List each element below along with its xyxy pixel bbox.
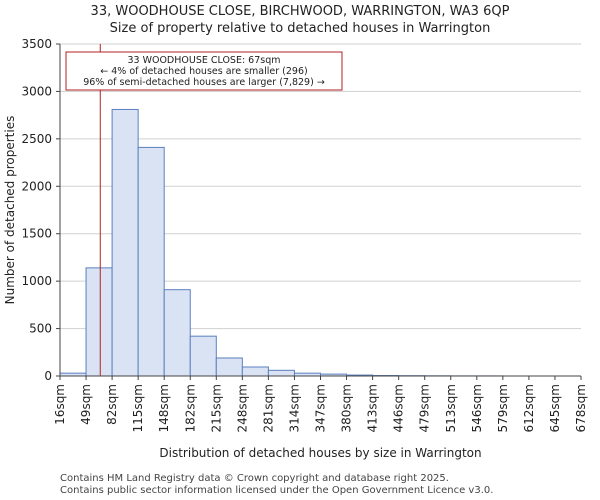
chart-title: 33, WOODHOUSE CLOSE, BIRCHWOOD, WARRINGT… bbox=[90, 4, 510, 19]
x-tick-label: 546sqm bbox=[470, 384, 484, 432]
x-tick-label: 314sqm bbox=[287, 384, 301, 432]
y-tick-label: 0 bbox=[44, 369, 52, 383]
histogram-bar bbox=[137, 146, 165, 377]
y-tick-label: 2000 bbox=[21, 179, 52, 193]
histogram-bar bbox=[215, 357, 243, 377]
x-axis-label: Distribution of detached houses by size … bbox=[159, 446, 481, 460]
x-tick-label: 347sqm bbox=[314, 384, 328, 432]
x-tick-label: 215sqm bbox=[209, 384, 223, 432]
annotation-box bbox=[65, 51, 343, 91]
x-tick-label: 16sqm bbox=[53, 384, 67, 425]
histogram-bar bbox=[241, 366, 269, 377]
x-tick-label: 49sqm bbox=[79, 384, 93, 425]
y-tick-label: 3500 bbox=[21, 37, 52, 51]
annotation-line: 33 WOODHOUSE CLOSE: 67sqm bbox=[127, 55, 280, 66]
y-tick-label: 1000 bbox=[21, 274, 52, 288]
histogram-bar bbox=[189, 335, 217, 377]
x-tick-label: 479sqm bbox=[418, 384, 432, 432]
annotation-line: 96% of semi-detached houses are larger (… bbox=[83, 77, 325, 88]
y-tick-label: 2500 bbox=[21, 132, 52, 146]
x-tick-label: 82sqm bbox=[105, 384, 119, 425]
histogram-bar bbox=[267, 369, 295, 377]
x-tick-label: 579sqm bbox=[496, 384, 510, 432]
x-tick-label: 446sqm bbox=[392, 384, 406, 432]
y-tick-label: 3000 bbox=[21, 84, 52, 98]
footer-line-2: Contains public sector information licen… bbox=[60, 485, 494, 496]
x-tick-label: 248sqm bbox=[235, 384, 249, 432]
chart-subtitle: Size of property relative to detached ho… bbox=[109, 21, 491, 36]
x-tick-label: 612sqm bbox=[522, 384, 536, 432]
x-tick-label: 380sqm bbox=[340, 384, 354, 432]
x-tick-label: 513sqm bbox=[444, 384, 458, 432]
histogram-bar bbox=[163, 289, 191, 377]
x-tick-label: 182sqm bbox=[183, 384, 197, 432]
x-tick-label: 678sqm bbox=[574, 384, 588, 432]
x-tick-label: 148sqm bbox=[157, 384, 171, 432]
footer-line-1: Contains HM Land Registry data © Crown c… bbox=[60, 473, 449, 484]
x-tick-label: 115sqm bbox=[131, 384, 145, 432]
y-tick-label: 500 bbox=[29, 322, 52, 336]
y-tick-label: 1500 bbox=[21, 227, 52, 241]
histogram-bar bbox=[85, 267, 113, 377]
y-axis-label: Number of detached properties bbox=[3, 116, 17, 305]
histogram-bar bbox=[111, 108, 139, 377]
x-tick-label: 281sqm bbox=[261, 384, 275, 432]
annotation-line: ← 4% of detached houses are smaller (296… bbox=[100, 66, 307, 77]
x-tick-label: 645sqm bbox=[548, 384, 562, 432]
x-tick-label: 413sqm bbox=[366, 384, 380, 432]
